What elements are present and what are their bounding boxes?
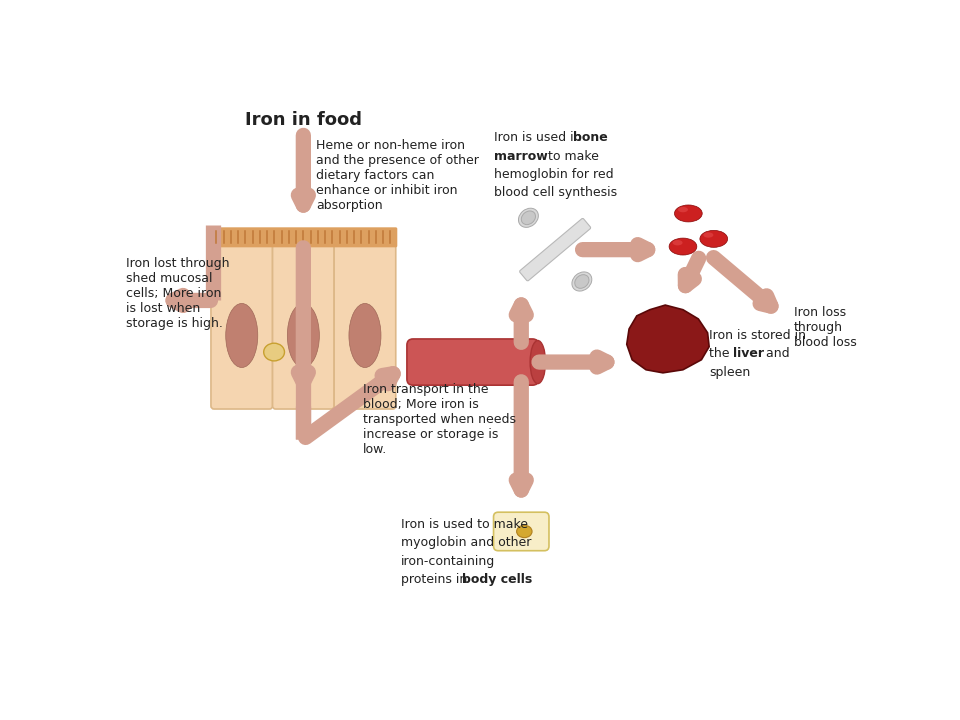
Text: the: the <box>709 348 733 361</box>
Ellipse shape <box>518 208 539 228</box>
Text: Iron is stored in: Iron is stored in <box>709 329 806 342</box>
Ellipse shape <box>287 303 320 367</box>
FancyBboxPatch shape <box>334 243 396 409</box>
Ellipse shape <box>675 205 702 222</box>
FancyBboxPatch shape <box>211 243 273 409</box>
Text: liver: liver <box>732 348 763 361</box>
Ellipse shape <box>678 207 688 212</box>
Ellipse shape <box>516 526 532 538</box>
Text: proteins in: proteins in <box>401 573 471 586</box>
Ellipse shape <box>673 240 683 246</box>
Text: bone: bone <box>573 131 608 144</box>
FancyBboxPatch shape <box>273 243 334 409</box>
FancyBboxPatch shape <box>407 339 539 385</box>
Text: body cells: body cells <box>462 573 532 586</box>
Text: marrow: marrow <box>493 150 547 163</box>
Ellipse shape <box>572 272 591 291</box>
Text: blood cell synthesis: blood cell synthesis <box>493 186 616 199</box>
Text: Iron lost through
shed mucosal
cells; More iron
is lost when
storage is high.: Iron lost through shed mucosal cells; Mo… <box>127 257 229 330</box>
Ellipse shape <box>530 341 545 384</box>
Ellipse shape <box>669 238 697 255</box>
Ellipse shape <box>264 343 284 361</box>
Text: myoglobin and other: myoglobin and other <box>401 536 532 549</box>
Ellipse shape <box>226 303 258 367</box>
Ellipse shape <box>575 274 589 288</box>
Text: spleen: spleen <box>709 366 751 379</box>
Text: Iron is used in: Iron is used in <box>493 131 585 144</box>
Ellipse shape <box>704 233 713 238</box>
Text: to make: to make <box>543 150 598 163</box>
Text: Iron in food: Iron in food <box>245 111 362 129</box>
FancyBboxPatch shape <box>209 228 397 248</box>
Text: and: and <box>762 348 789 361</box>
Ellipse shape <box>521 211 536 225</box>
Ellipse shape <box>348 303 381 367</box>
FancyBboxPatch shape <box>493 512 549 551</box>
Ellipse shape <box>700 230 728 248</box>
Text: iron-containing: iron-containing <box>401 554 495 567</box>
FancyBboxPatch shape <box>519 218 590 281</box>
Text: Heme or non-heme iron
and the presence of other
dietary factors can
enhance or i: Heme or non-heme iron and the presence o… <box>317 139 479 212</box>
Text: Iron is used to make: Iron is used to make <box>401 518 528 531</box>
Polygon shape <box>627 305 709 373</box>
Text: Iron transport in the
blood; More iron is
transported when needs
increase or sto: Iron transport in the blood; More iron i… <box>363 383 516 456</box>
Text: hemoglobin for red: hemoglobin for red <box>493 168 613 181</box>
Text: Iron loss
through
blood loss: Iron loss through blood loss <box>794 306 856 349</box>
